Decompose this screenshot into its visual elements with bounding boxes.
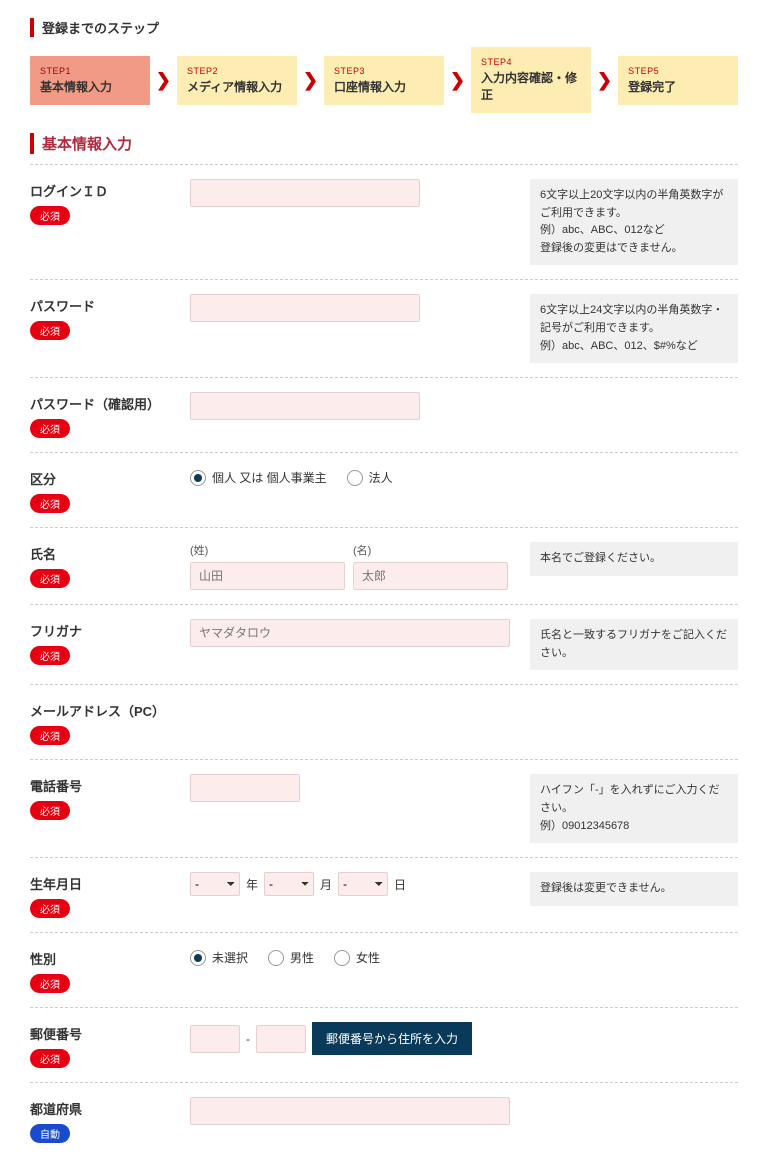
field-help: 6文字以上24文字以内の半角英数字・記号がご利用できます。 例）abc、ABC、…	[530, 294, 738, 363]
required-badge: 必須	[30, 646, 70, 665]
step-label: 登録完了	[628, 78, 728, 95]
auto-badge: 自動	[30, 1124, 70, 1143]
step-5: STEP5 登録完了	[618, 56, 738, 105]
step-num: STEP5	[628, 66, 728, 76]
zip-dash: -	[246, 1032, 250, 1046]
password-input[interactable]	[190, 294, 420, 322]
radio-label: 個人 又は 個人事業主	[212, 469, 327, 486]
step-1: STEP1 基本情報入力	[30, 56, 150, 105]
field-birthdate: 生年月日 必須 - 年 - 月 - 日 登録後は変更できません。	[30, 857, 738, 932]
step-label: 口座情報入力	[334, 78, 434, 95]
field-name: 氏名 必須 (姓) (名) 本名でご登録ください。	[30, 527, 738, 604]
step-arrow-icon: ❯	[444, 70, 471, 91]
step-arrow-icon: ❯	[297, 70, 324, 91]
radio-individual[interactable]: 個人 又は 個人事業主	[190, 469, 327, 486]
step-3: STEP3 口座情報入力	[324, 56, 444, 105]
required-badge: 必須	[30, 569, 70, 588]
year-label: 年	[246, 876, 258, 893]
field-label: 電話番号	[30, 776, 190, 795]
field-label: ログインＩＤ	[30, 181, 190, 200]
step-2: STEP2 メディア情報入力	[177, 56, 297, 105]
form-heading: 基本情報入力	[30, 133, 738, 154]
radio-label: 未選択	[212, 949, 248, 966]
field-phone: 電話番号 必須 ハイフン「-」を入れずにご入力ください。 例）090123456…	[30, 759, 738, 857]
field-login-id: ログインＩＤ 必須 6文字以上20文字以内の半角英数字がご利用できます。 例）a…	[30, 164, 738, 279]
first-name-input[interactable]	[353, 562, 508, 590]
radio-gender-female[interactable]: 女性	[334, 949, 380, 966]
field-help: ハイフン「-」を入れずにご入力ください。 例）09012345678	[530, 774, 738, 843]
radio-gender-none[interactable]: 未選択	[190, 949, 248, 966]
login-id-input[interactable]	[190, 179, 420, 207]
radio-icon	[190, 470, 206, 486]
field-gender: 性別 必須 未選択 男性 女性	[30, 932, 738, 1007]
step-label: メディア情報入力	[187, 78, 287, 95]
field-prefecture: 都道府県 自動	[30, 1082, 738, 1157]
field-label: 郵便番号	[30, 1024, 190, 1043]
field-label: 性別	[30, 949, 190, 968]
field-email: メールアドレス（PC） 必須	[30, 684, 738, 759]
step-arrow-icon: ❯	[150, 70, 177, 91]
radio-icon	[347, 470, 363, 486]
zip-lookup-button[interactable]: 郵便番号から住所を入力	[312, 1022, 472, 1055]
radio-label: 男性	[290, 949, 314, 966]
required-badge: 必須	[30, 206, 70, 225]
field-label: フリガナ	[30, 621, 190, 640]
radio-corporate[interactable]: 法人	[347, 469, 393, 486]
required-badge: 必須	[30, 726, 70, 745]
field-help: 本名でご登録ください。	[530, 542, 738, 576]
field-password: パスワード 必須 6文字以上24文字以内の半角英数字・記号がご利用できます。 例…	[30, 279, 738, 377]
phone-input[interactable]	[190, 774, 300, 802]
field-help: 氏名と一致するフリガナをご記入ください。	[530, 619, 738, 670]
field-help: 登録後は変更できません。	[530, 872, 738, 906]
field-category: 区分 必須 個人 又は 個人事業主 法人	[30, 452, 738, 527]
radio-label: 法人	[369, 469, 393, 486]
step-num: STEP2	[187, 66, 287, 76]
password-confirm-input[interactable]	[190, 392, 420, 420]
birth-year-select[interactable]: -	[190, 872, 240, 896]
birth-month-select[interactable]: -	[264, 872, 314, 896]
step-arrow-icon: ❯	[591, 70, 618, 91]
field-help: 6文字以上20文字以内の半角英数字がご利用できます。 例）abc、ABC、012…	[530, 179, 738, 265]
required-badge: 必須	[30, 1049, 70, 1068]
required-badge: 必須	[30, 419, 70, 438]
required-badge: 必須	[30, 494, 70, 513]
name-sub-first: (名)	[353, 542, 508, 558]
birth-day-select[interactable]: -	[338, 872, 388, 896]
field-label: 氏名	[30, 544, 190, 563]
field-furigana: フリガナ 必須 氏名と一致するフリガナをご記入ください。	[30, 604, 738, 684]
name-sub-last: (姓)	[190, 542, 345, 558]
step-label: 基本情報入力	[40, 78, 140, 95]
zip1-input[interactable]	[190, 1025, 240, 1053]
month-label: 月	[320, 876, 332, 893]
zip2-input[interactable]	[256, 1025, 306, 1053]
field-zip: 郵便番号 必須 - 郵便番号から住所を入力	[30, 1007, 738, 1082]
required-badge: 必須	[30, 974, 70, 993]
step-label: 入力内容確認・修正	[481, 69, 581, 103]
field-label: メールアドレス（PC）	[30, 701, 190, 720]
required-badge: 必須	[30, 321, 70, 340]
step-num: STEP3	[334, 66, 434, 76]
field-label: 生年月日	[30, 874, 190, 893]
radio-icon	[268, 950, 284, 966]
field-password-confirm: パスワード（確認用） 必須	[30, 377, 738, 452]
steps-heading: 登録までのステップ	[30, 18, 738, 37]
day-label: 日	[394, 876, 406, 893]
field-label: パスワード	[30, 296, 190, 315]
step-4: STEP4 入力内容確認・修正	[471, 47, 591, 113]
prefecture-input[interactable]	[190, 1097, 510, 1125]
steps-nav: STEP1 基本情報入力 ❯ STEP2 メディア情報入力 ❯ STEP3 口座…	[30, 47, 738, 113]
radio-label: 女性	[356, 949, 380, 966]
radio-icon	[334, 950, 350, 966]
radio-gender-male[interactable]: 男性	[268, 949, 314, 966]
step-num: STEP4	[481, 57, 581, 67]
required-badge: 必須	[30, 899, 70, 918]
required-badge: 必須	[30, 801, 70, 820]
field-label: 区分	[30, 469, 190, 488]
furigana-input[interactable]	[190, 619, 510, 647]
field-label: 都道府県	[30, 1099, 190, 1118]
step-num: STEP1	[40, 66, 140, 76]
field-label: パスワード（確認用）	[30, 394, 190, 413]
last-name-input[interactable]	[190, 562, 345, 590]
radio-icon	[190, 950, 206, 966]
